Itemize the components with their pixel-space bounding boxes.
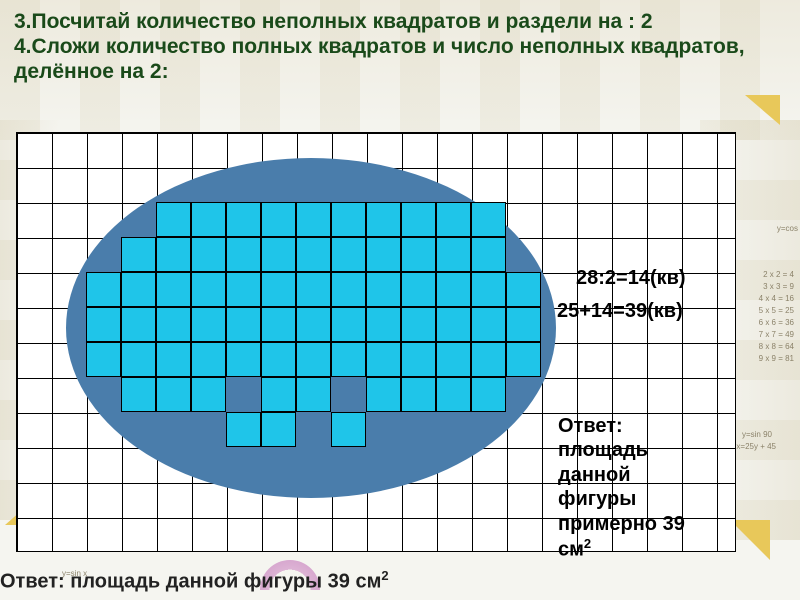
full-square-cell — [86, 307, 121, 342]
full-square-cell — [296, 202, 331, 237]
full-square-cell — [506, 342, 541, 377]
full-square-cell — [156, 307, 191, 342]
answer-line: см2 — [558, 536, 685, 562]
full-square-cell — [121, 377, 156, 412]
full-square-cell — [261, 202, 296, 237]
answer-heading: Ответ: — [558, 414, 685, 438]
instruction-line-3: 3.Посчитай количество неполных квадратов… — [14, 10, 786, 35]
full-square-cell — [261, 377, 296, 412]
full-square-cell — [261, 307, 296, 342]
bottom-answer: Ответ: площадь данной фигуры 39 см2 — [0, 568, 389, 594]
deco-text: 3 x 3 = 9 — [763, 282, 794, 291]
full-square-cell — [226, 307, 261, 342]
full-square-cell — [331, 202, 366, 237]
full-square-cell — [366, 202, 401, 237]
full-square-cell — [121, 307, 156, 342]
full-square-cell — [86, 342, 121, 377]
full-square-cell — [191, 377, 226, 412]
full-square-cell — [506, 272, 541, 307]
full-square-cell — [331, 412, 366, 447]
deco-text: y=sin 90 — [742, 430, 772, 439]
answer-line: примерно 39 — [558, 512, 685, 536]
full-square-cell — [261, 342, 296, 377]
full-square-cell — [296, 377, 331, 412]
full-square-cell — [226, 342, 261, 377]
full-square-cell — [261, 237, 296, 272]
answer-line: фигуры — [558, 487, 685, 511]
deco-text: y=cos — [777, 224, 798, 233]
full-square-cell — [296, 272, 331, 307]
full-square-cell — [121, 237, 156, 272]
full-square-cell — [226, 237, 261, 272]
full-square-cell — [471, 342, 506, 377]
full-square-cell — [156, 237, 191, 272]
full-square-cell — [331, 307, 366, 342]
full-square-cell — [156, 272, 191, 307]
full-square-cell — [121, 342, 156, 377]
deco-text: 8 x 8 = 64 — [759, 342, 794, 351]
full-square-cell — [471, 307, 506, 342]
answer-line: данной — [558, 463, 685, 487]
full-square-cell — [471, 237, 506, 272]
full-square-cell — [366, 377, 401, 412]
full-square-cell — [401, 342, 436, 377]
full-square-cell — [436, 377, 471, 412]
full-square-cell — [226, 412, 261, 447]
full-square-cell — [366, 272, 401, 307]
full-square-cell — [296, 342, 331, 377]
instruction-line-4: 4.Сложи количество полных квадратов и чи… — [14, 35, 786, 85]
full-square-cell — [436, 272, 471, 307]
instructions: 3.Посчитай количество неполных квадратов… — [0, 0, 800, 84]
full-square-cell — [366, 237, 401, 272]
deco-text: 5 x 5 = 25 — [759, 306, 794, 315]
full-square-cell — [401, 237, 436, 272]
full-square-cell — [86, 272, 121, 307]
answer-line: площадь — [558, 438, 685, 462]
calc-line-1: 28:2=14(кв) — [576, 267, 686, 290]
full-square-cell — [401, 202, 436, 237]
answer-block: Ответ: площадь данной фигуры примерно 39… — [558, 414, 685, 562]
deco-text: x=25y + 45 — [736, 442, 776, 451]
full-square-cell — [331, 342, 366, 377]
full-square-cell — [506, 307, 541, 342]
full-square-cell — [296, 307, 331, 342]
full-square-cell — [226, 202, 261, 237]
full-square-cell — [471, 202, 506, 237]
deco-text: 7 x 7 = 49 — [759, 330, 794, 339]
full-square-cell — [436, 342, 471, 377]
full-square-cell — [191, 237, 226, 272]
full-square-cell — [366, 307, 401, 342]
full-square-cell — [401, 377, 436, 412]
deco-text: 2 x 2 = 4 — [763, 270, 794, 279]
triangle-ruler-icon — [730, 520, 770, 560]
full-square-cell — [471, 377, 506, 412]
full-square-cell — [226, 272, 261, 307]
full-square-cell — [191, 272, 226, 307]
full-square-cell — [261, 272, 296, 307]
calc-line-2: 25+14=39(кв) — [557, 300, 683, 323]
full-square-cell — [156, 202, 191, 237]
deco-text: 6 x 6 = 36 — [759, 318, 794, 327]
deco-text: 9 x 9 = 81 — [759, 354, 794, 363]
full-square-cell — [436, 237, 471, 272]
full-square-cell — [471, 272, 506, 307]
full-square-cell — [401, 272, 436, 307]
full-square-cell — [436, 202, 471, 237]
full-square-cell — [261, 412, 296, 447]
full-square-cell — [401, 307, 436, 342]
triangle-ruler-icon — [745, 95, 780, 125]
full-square-cell — [156, 377, 191, 412]
full-square-cell — [331, 237, 366, 272]
full-square-cell — [191, 307, 226, 342]
deco-text: 4 x 4 = 16 — [759, 294, 794, 303]
full-square-cell — [191, 202, 226, 237]
full-square-cell — [436, 307, 471, 342]
full-square-cell — [366, 342, 401, 377]
full-square-cell — [331, 272, 366, 307]
full-square-cell — [296, 237, 331, 272]
full-square-cell — [191, 342, 226, 377]
full-square-cell — [121, 272, 156, 307]
full-square-cell — [156, 342, 191, 377]
